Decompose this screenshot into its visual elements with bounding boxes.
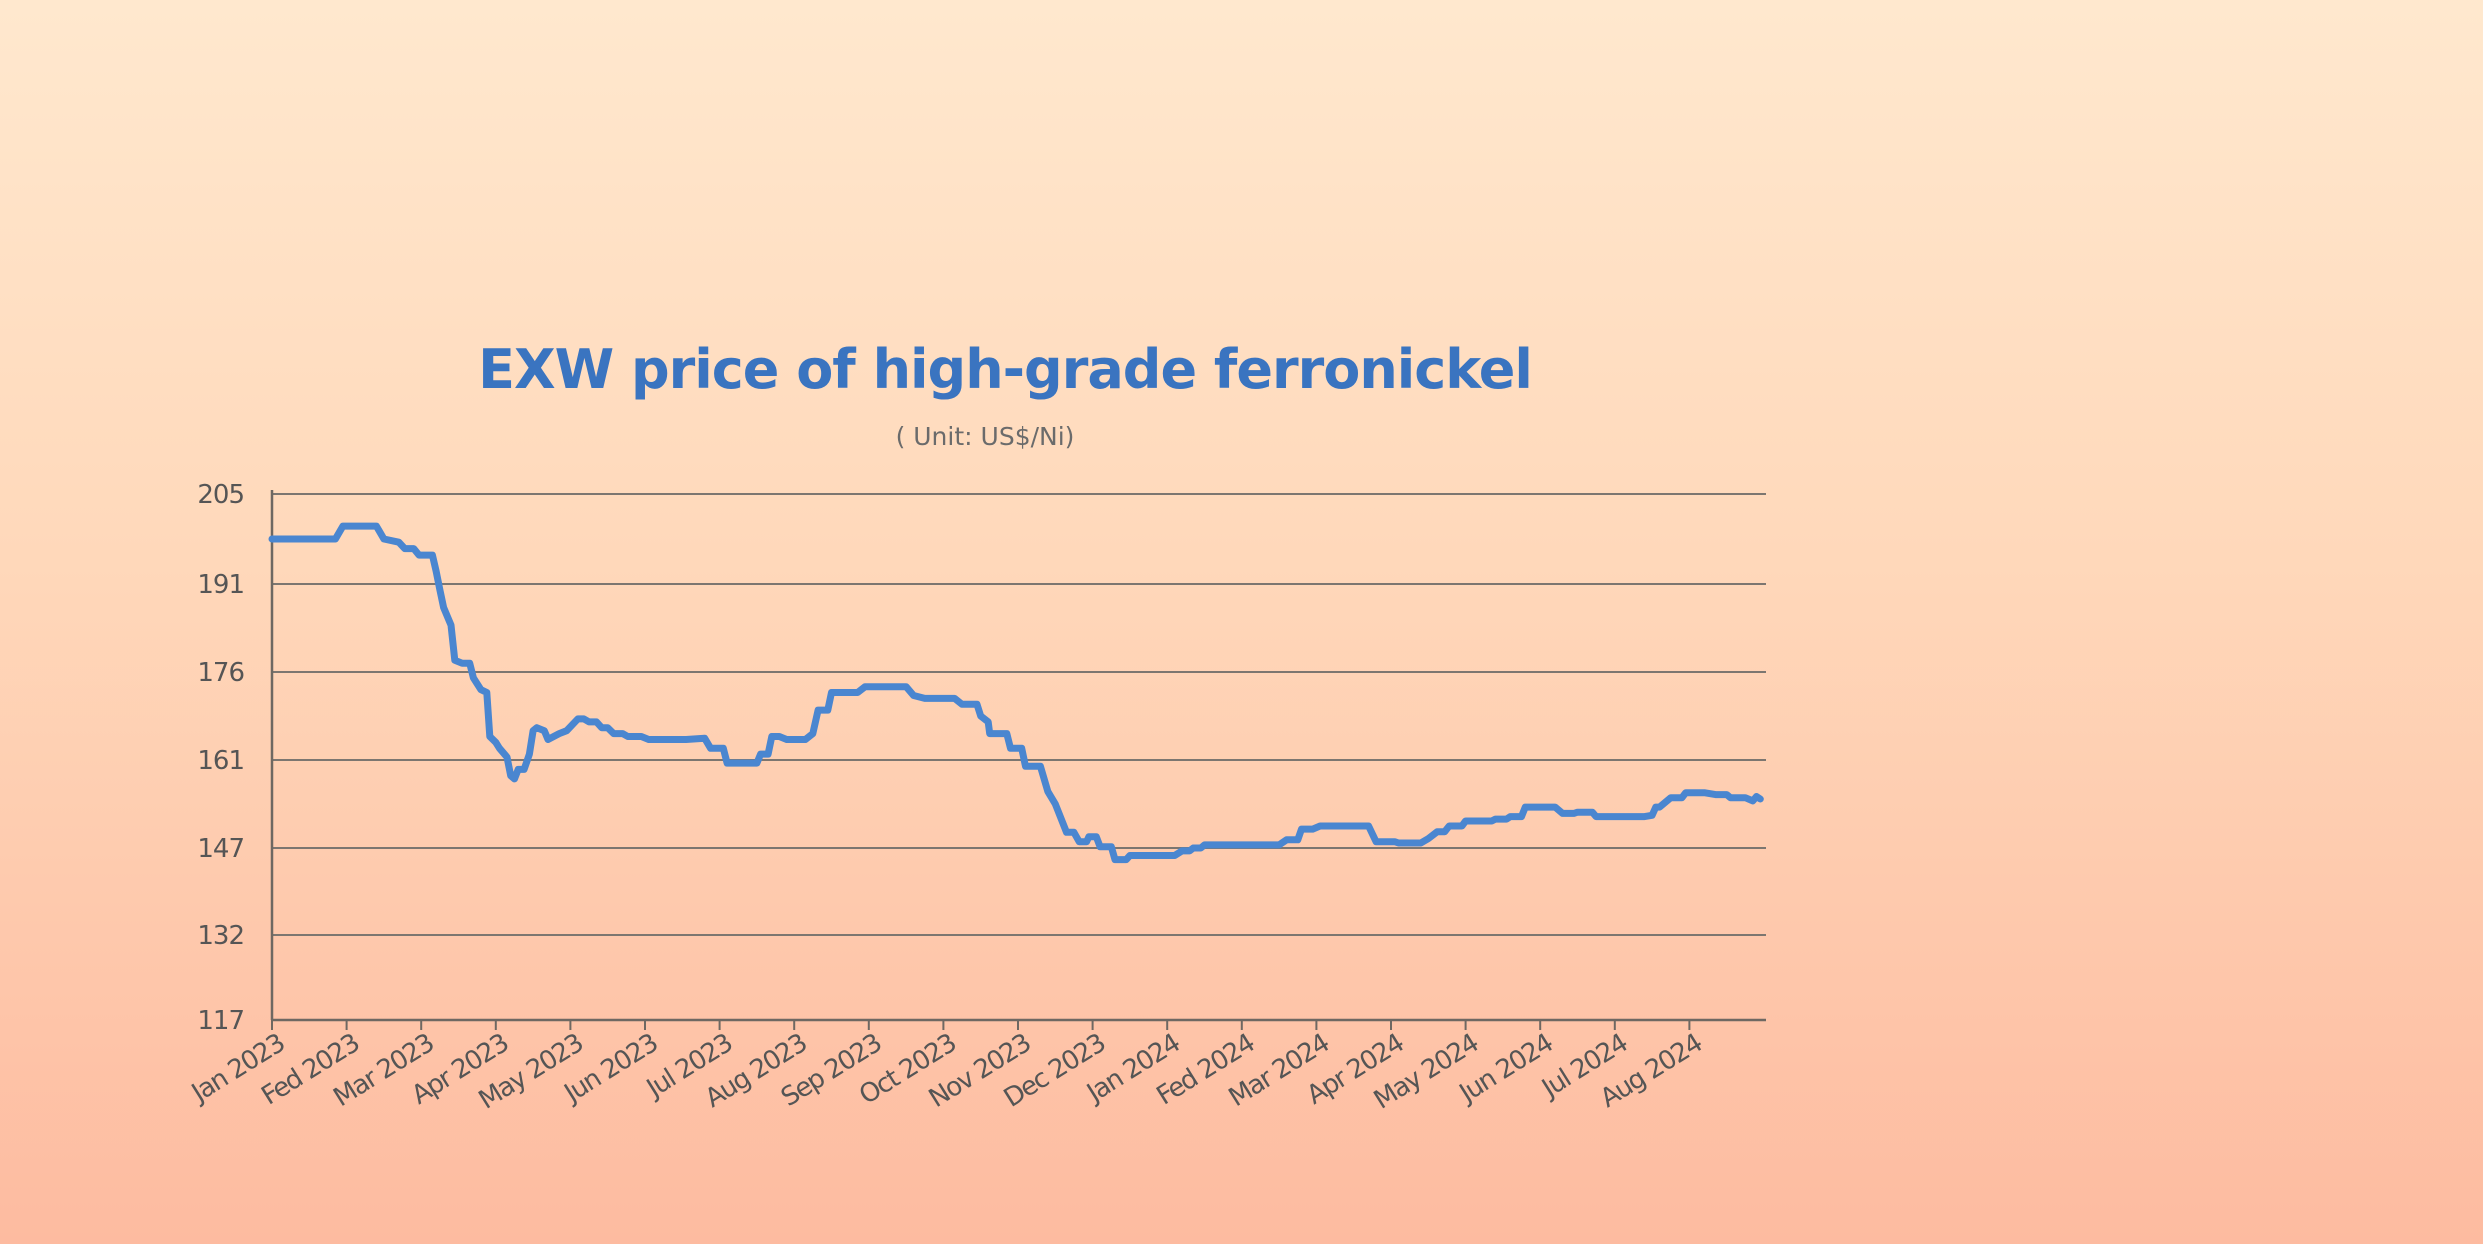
gridlines bbox=[272, 493, 1766, 936]
series-line bbox=[268, 522, 1764, 864]
y-tick-label: 191 bbox=[197, 570, 244, 600]
y-axis-labels: 205 191 176 161 147 132 117 bbox=[197, 480, 245, 1036]
y-tick-label: 132 bbox=[197, 921, 244, 951]
y-tick-label: 176 bbox=[197, 658, 244, 688]
chart-subtitle: ( Unit: US$/Ni) bbox=[895, 422, 1075, 451]
y-tick-label: 117 bbox=[197, 1006, 244, 1036]
y-tick-label: 147 bbox=[197, 834, 244, 864]
chart-title: EXW price of high-grade ferronickel bbox=[478, 338, 1533, 401]
series-layer bbox=[268, 522, 1764, 864]
axes bbox=[270, 490, 1766, 1030]
y-tick-label: 161 bbox=[197, 746, 244, 776]
y-tick-label: 205 bbox=[197, 480, 244, 510]
